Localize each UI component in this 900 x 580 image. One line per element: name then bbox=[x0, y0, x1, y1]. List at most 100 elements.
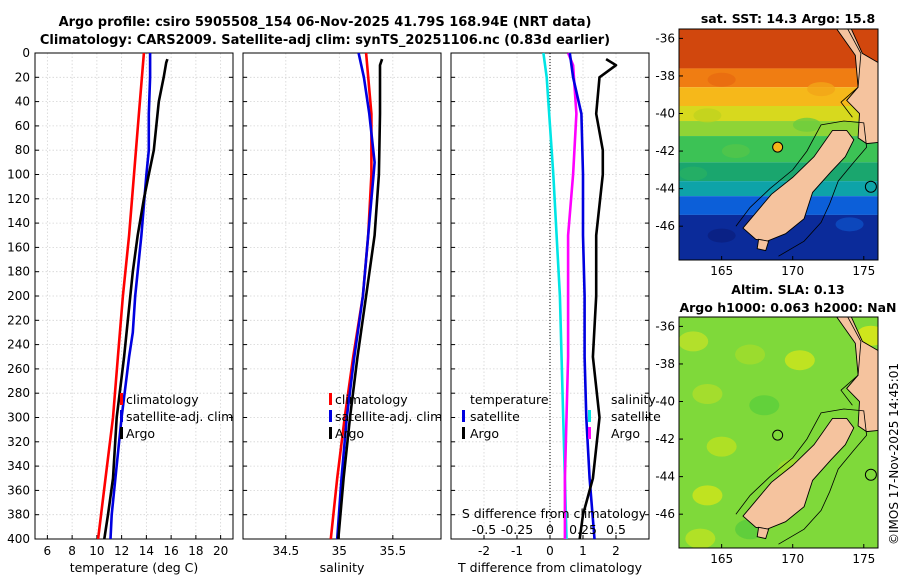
y-tick-label: 0 bbox=[22, 46, 30, 60]
y-tick-label: 60 bbox=[15, 119, 30, 133]
series-line-t-argo bbox=[578, 57, 618, 540]
y-tick-label: 40 bbox=[15, 95, 30, 109]
series-line-satellite-adj-clim bbox=[109, 53, 152, 540]
sst-texture bbox=[693, 108, 722, 123]
legend-label: Argo bbox=[611, 426, 640, 441]
x-axis-label: temperature (deg C) bbox=[70, 560, 199, 575]
sla-patch bbox=[692, 384, 723, 404]
x-axis-label: T difference from climatology bbox=[457, 560, 643, 575]
sla-patch bbox=[706, 436, 737, 457]
sst-band bbox=[679, 121, 878, 137]
lon-tick-label: 165 bbox=[710, 552, 733, 566]
legend-swatch bbox=[588, 427, 591, 439]
x-tick-label: 2 bbox=[612, 544, 620, 558]
sst-texture bbox=[721, 144, 750, 159]
x-tick-label: 16 bbox=[163, 544, 178, 558]
legend-label: climatology bbox=[126, 392, 199, 407]
y-tick-label: 180 bbox=[7, 265, 30, 279]
chatham-rise-contour bbox=[864, 468, 877, 481]
sla-patch bbox=[735, 344, 766, 365]
sst-map-title: sat. SST: 14.3 Argo: 15.8 bbox=[700, 11, 876, 26]
lat-tick-label: -38 bbox=[655, 69, 675, 83]
x-tick-label: 0 bbox=[546, 544, 554, 558]
series-line-t-argo-satellite bbox=[568, 52, 596, 540]
legend-label: climatology bbox=[335, 392, 408, 407]
sst-band bbox=[679, 162, 878, 182]
lat-tick-label: -36 bbox=[655, 31, 675, 45]
x-tick-label: 10 bbox=[89, 544, 104, 558]
lon-tick-label: 170 bbox=[781, 264, 804, 278]
x-tick-label: 1 bbox=[579, 544, 587, 558]
s-diff-tick-label: 0 bbox=[546, 522, 554, 537]
y-tick-label: 340 bbox=[7, 459, 30, 473]
series-line-climatology bbox=[96, 52, 146, 540]
lat-tick-label: -44 bbox=[655, 182, 675, 196]
y-tick-label: 100 bbox=[7, 168, 30, 182]
s-diff-axis-label: S difference from climatology bbox=[462, 506, 647, 521]
legend-label: Argo bbox=[335, 426, 364, 441]
legend-swatch bbox=[120, 410, 123, 422]
x-tick-label: 12 bbox=[114, 544, 129, 558]
y-tick-label: 240 bbox=[7, 338, 30, 352]
legend-label: satellite bbox=[470, 409, 520, 424]
south-island-land bbox=[742, 129, 855, 242]
lat-tick-label: -40 bbox=[655, 107, 675, 121]
x-tick-label: -2 bbox=[478, 544, 490, 558]
lat-tick-label: -40 bbox=[655, 395, 675, 409]
y-tick-label: 300 bbox=[7, 411, 30, 425]
south-island-land bbox=[742, 417, 855, 530]
lat-tick-label: -46 bbox=[655, 219, 675, 233]
isobath-contour bbox=[735, 408, 868, 545]
stewart-island-land bbox=[756, 238, 770, 252]
legend-swatch bbox=[462, 427, 465, 439]
y-tick-label: 140 bbox=[7, 216, 30, 230]
s-diff-tick-label: -0.25 bbox=[501, 522, 533, 537]
x-tick-label: 18 bbox=[188, 544, 203, 558]
sst-texture bbox=[679, 166, 708, 181]
isobath-contour bbox=[735, 120, 868, 257]
sst-texture bbox=[707, 72, 736, 87]
sla-patch bbox=[679, 331, 709, 352]
legend-label: Argo bbox=[470, 426, 499, 441]
sst-band bbox=[679, 106, 878, 122]
legend-label: satellite-adj. clim bbox=[335, 409, 442, 424]
series-line-argo bbox=[337, 58, 384, 540]
lon-tick-label: 170 bbox=[781, 552, 804, 566]
lon-tick-label: 165 bbox=[710, 264, 733, 278]
lat-tick-label: -36 bbox=[655, 319, 675, 333]
sst-texture bbox=[835, 217, 864, 232]
y-tick-label: 160 bbox=[7, 240, 30, 254]
lon-tick-label: 175 bbox=[852, 264, 875, 278]
sla-map: -36 -38 -40 -42 -44 -46 165 170 175 bbox=[655, 316, 879, 566]
sst-texture bbox=[792, 117, 821, 132]
chart-title-line1: Argo profile: csiro 5905508_154 06-Nov-2… bbox=[58, 15, 592, 30]
s-diff-tick-label: 0.5 bbox=[606, 522, 626, 537]
y-tick-label: 380 bbox=[7, 508, 30, 522]
lat-tick-label: -38 bbox=[655, 357, 675, 371]
y-tick-label: 220 bbox=[7, 313, 30, 327]
y-tick-label: 320 bbox=[7, 435, 30, 449]
y-tick-label: 120 bbox=[7, 192, 30, 206]
stewart-island-land bbox=[756, 526, 770, 540]
lon-tick-label: 175 bbox=[852, 552, 875, 566]
isobath-contour bbox=[840, 29, 862, 118]
north-island-land bbox=[836, 317, 878, 433]
sst-map: -36 -38 -40 -42 -44 -46 165 170 175 bbox=[655, 28, 879, 278]
legend-label: satellite-adj. clim bbox=[126, 409, 233, 424]
legend-swatch bbox=[462, 410, 465, 422]
panel-temperature: 0 20 40 60 80 100 120 140 160 180 200 220 240 260 280 3… bbox=[7, 46, 234, 575]
sla-patch bbox=[784, 350, 815, 371]
map-frame bbox=[678, 316, 879, 549]
legend-swatch bbox=[588, 410, 591, 422]
chart-title-line2: Climatology: CARS2009. Satellite-adj cli… bbox=[39, 33, 611, 48]
sla-map-title-line2: Argo h1000: 0.063 h2000: NaN bbox=[679, 300, 897, 315]
x-tick-label: -1 bbox=[511, 544, 523, 558]
x-tick-label: 35.5 bbox=[379, 544, 406, 558]
x-tick-label: 34.5 bbox=[272, 544, 299, 558]
panel-difference: -2 -1 0 1 2 T difference from climatology temp… bbox=[450, 52, 661, 575]
lat-tick-label: -42 bbox=[655, 144, 675, 158]
argo-float-marker bbox=[772, 141, 784, 153]
series-line-satellite-adj-clim bbox=[335, 52, 376, 540]
s-diff-tick-label: 0.25 bbox=[569, 522, 597, 537]
y-tick-label: 400 bbox=[7, 532, 30, 546]
